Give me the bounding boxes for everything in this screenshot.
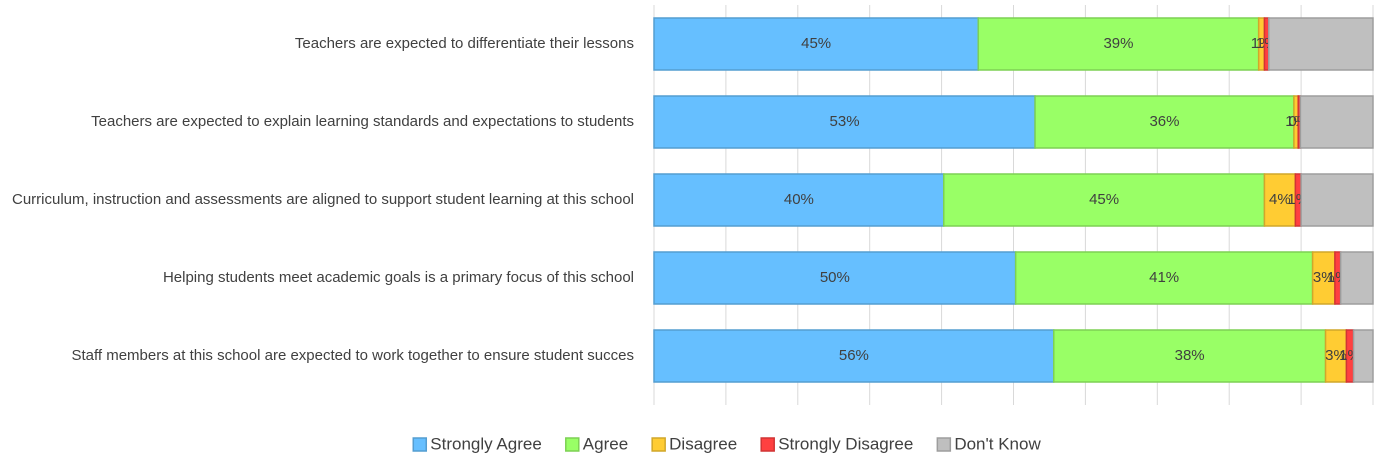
data-label: 56% [839, 347, 869, 364]
bar-segment [653, 17, 980, 71]
bar-segment [653, 251, 1017, 305]
bar-segment [1263, 173, 1297, 227]
bar-segment [1339, 251, 1374, 305]
legend-swatch [760, 437, 775, 452]
legend-item: Don't Know [936, 434, 1041, 453]
data-label: 40% [784, 191, 814, 208]
legend-swatch [565, 437, 580, 452]
category-label: Teachers are expected to differentiate t… [295, 35, 634, 52]
category-label: Helping students meet academic goals is … [163, 269, 634, 286]
data-label: 36% [1149, 113, 1179, 130]
data-label: 45% [801, 35, 831, 52]
legend-swatch [936, 437, 952, 452]
bar-segment [1034, 95, 1295, 149]
bar-segment [1300, 173, 1374, 227]
legend-label: Strongly Agree [430, 434, 542, 453]
legend-label: Don't Know [954, 434, 1041, 453]
data-label: 38% [1175, 347, 1205, 364]
data-label: 39% [1103, 35, 1133, 52]
category-label: Curriculum, instruction and assessments … [12, 191, 634, 208]
bar-segment [1299, 95, 1374, 149]
legend-swatch [412, 437, 428, 452]
legend-item: Strongly Disagree [760, 434, 913, 453]
category-label: Teachers are expected to explain learnin… [91, 113, 634, 130]
data-label: 53% [830, 113, 860, 130]
category-label: Staff members at this school are expecte… [71, 347, 634, 364]
legend-item: Disagree [651, 434, 737, 453]
bar-segment [653, 329, 1055, 383]
data-label: 4% [1269, 191, 1291, 208]
bar-segment [977, 17, 1260, 71]
legend-label: Strongly Disagree [778, 434, 913, 453]
bar-segment [653, 173, 945, 227]
data-label: 45% [1089, 191, 1119, 208]
data-label: 41% [1149, 269, 1179, 286]
data-label: 3% [1325, 347, 1347, 364]
legend-item: Strongly Agree [412, 434, 542, 453]
data-label: 50% [820, 269, 850, 286]
legend-label: Agree [583, 434, 628, 453]
legend-item: Agree [565, 434, 628, 453]
bar-segment [1352, 329, 1374, 383]
bar-segment [653, 95, 1036, 149]
bar-segment [1267, 17, 1374, 71]
legend-swatch [651, 437, 666, 452]
bar-segment [1014, 251, 1314, 305]
legend-label: Disagree [669, 434, 737, 453]
data-label: 3% [1313, 269, 1335, 286]
